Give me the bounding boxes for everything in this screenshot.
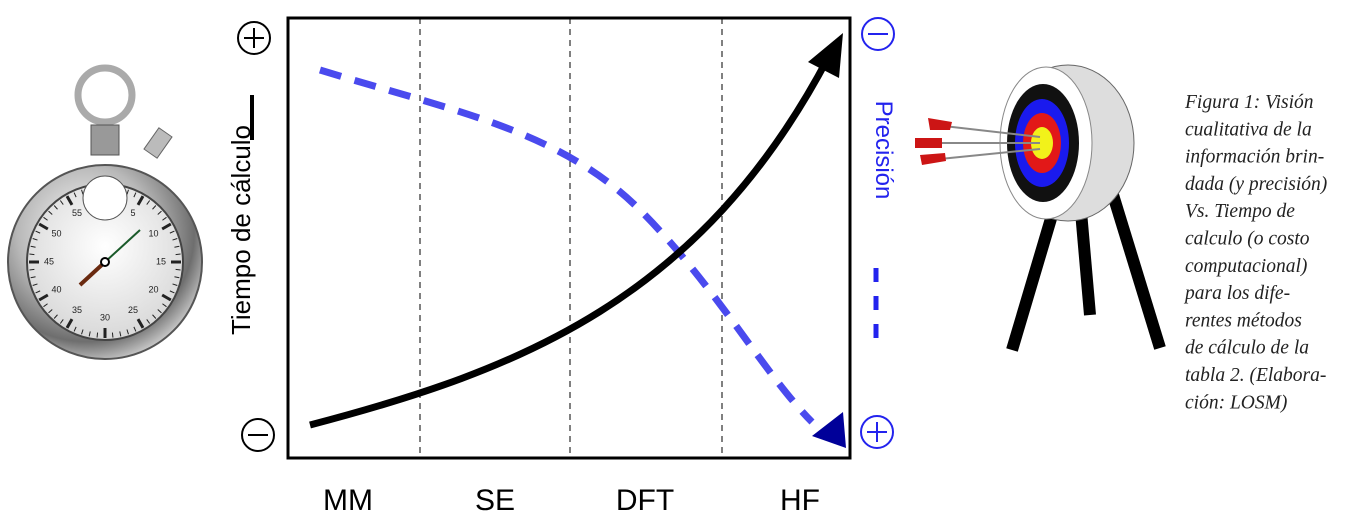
time-curve [310,58,828,425]
precision-curve [320,70,812,422]
sign-minus [862,18,894,50]
dial-number: 20 [148,284,158,294]
dial-number: 5 [130,208,135,218]
tick [29,254,34,255]
caption-line: Figura 1: Visión [1184,92,1314,113]
method-label: HF [780,484,820,515]
button [144,128,172,158]
dial-number: 30 [100,312,110,322]
method-label: SE [475,484,515,515]
dial-number: 25 [128,305,138,315]
tick [176,269,181,270]
caption-line: rentes métodos [1185,310,1302,331]
dial-number: 35 [72,305,82,315]
caption-line: de cálculo de la [1185,338,1309,359]
tick [97,333,98,338]
figure: 5 10 15 20 25 30 35 40 45 50 55 MM SE DFT HF Tiemp… [0,0,1362,515]
caption-line: dada (y precisión) [1185,174,1327,195]
caption: Figura 1: Visión cualitativa de la informa… [1183,92,1327,413]
caption-line: ción: LOSM) [1185,392,1287,413]
hub [101,258,109,266]
crown [91,125,119,155]
arrowhead [812,412,846,448]
tick [112,333,113,338]
leg [1110,185,1160,348]
arrowhead [808,33,843,78]
dial-number: 50 [51,228,61,238]
sub-dial [83,176,127,220]
tick [29,269,34,270]
ring [78,68,132,122]
caption-line: Vs. Tiempo de [1185,201,1295,222]
caption-line: para los dife- [1183,283,1290,304]
caption-line: tabla 2. (Elabora- [1185,365,1326,386]
dial-number: 55 [72,208,82,218]
dial-number: 40 [51,284,61,294]
sign-minus [242,419,274,451]
caption-line: cualitativa de la [1185,119,1312,140]
axis-label: Precisión [870,101,897,200]
dial-number: 45 [44,256,54,266]
tick [176,254,181,255]
method-label: DFT [616,484,674,515]
axis-label: Tiempo de cálculo [226,125,256,335]
caption-line: computacional) [1185,256,1307,277]
dial-number: 15 [156,256,166,266]
target [915,65,1160,350]
stopwatch: 5 10 15 20 25 30 35 40 45 50 55 [8,68,202,359]
method-label: MM [323,484,373,515]
dial-number: 10 [148,228,158,238]
caption-line: calculo (o costo [1185,229,1310,250]
sign-plus [238,22,270,54]
caption-line: información brin- [1185,147,1324,168]
sign-plus [861,416,893,448]
